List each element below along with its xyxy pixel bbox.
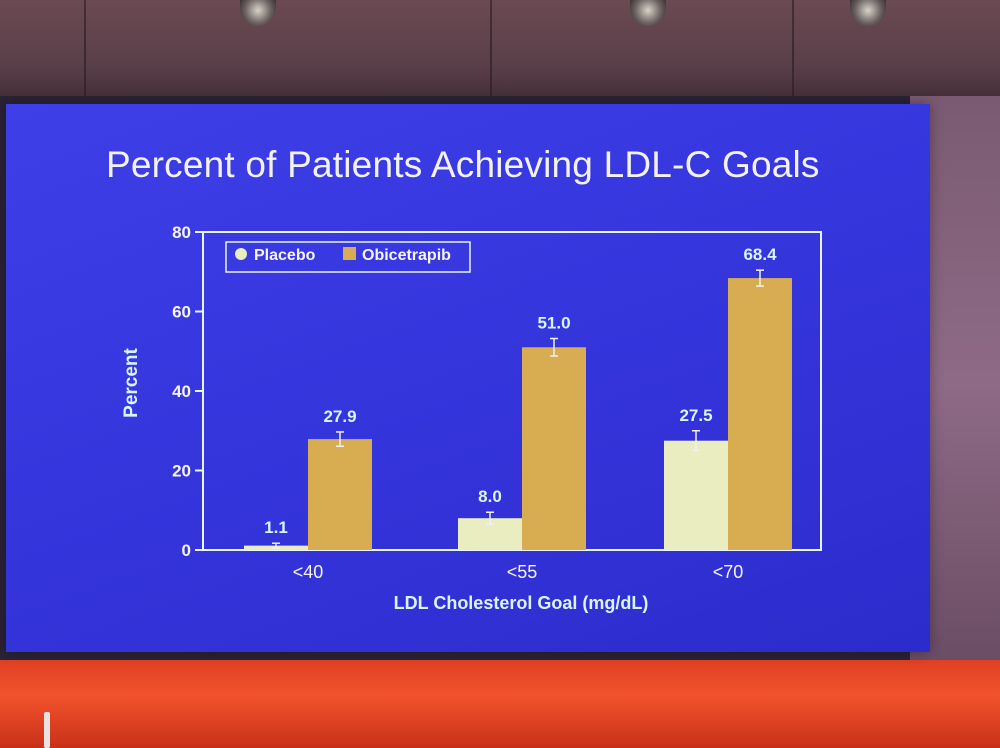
bar-obicetrapib — [728, 278, 792, 550]
data-label: 68.4 — [743, 245, 777, 264]
x-tick-label: <40 — [293, 562, 324, 582]
ceiling-cable — [490, 0, 492, 108]
legend-obicetrapib-label: Obicetrapib — [362, 247, 451, 264]
presentation-slide: Percent of Patients Achieving LDL-C Goal… — [6, 104, 930, 652]
microphone — [44, 712, 50, 748]
legend-placebo-marker — [235, 248, 247, 260]
bar-obicetrapib — [522, 347, 586, 550]
y-axis-label: Percent — [121, 347, 142, 417]
ceiling-light — [630, 0, 666, 26]
y-tick-label: 60 — [172, 303, 191, 322]
data-label: 27.9 — [323, 407, 356, 426]
ceiling-cable — [792, 0, 794, 108]
ceiling-light — [240, 0, 276, 26]
data-label: 8.0 — [478, 487, 502, 506]
data-label: 1.1 — [264, 518, 288, 537]
legend-box — [225, 241, 471, 273]
stage-floor — [0, 660, 1000, 748]
y-tick-label: 80 — [172, 223, 191, 242]
data-label: 27.5 — [679, 406, 712, 425]
room-ceiling — [0, 0, 1000, 108]
y-tick-label: 40 — [172, 382, 191, 401]
ceiling-light — [850, 0, 886, 26]
ceiling-cable — [84, 0, 86, 108]
legend: Placebo Obicetrapib — [225, 241, 471, 273]
bar-placebo — [664, 440, 728, 550]
x-tick-label: <70 — [713, 562, 744, 582]
legend-placebo-label: Placebo — [254, 247, 316, 264]
bar-chart: Placebo Obicetrapib Percent LDL Choleste… — [121, 223, 822, 613]
y-tick-label: 20 — [172, 462, 191, 481]
bar-obicetrapib — [308, 439, 372, 550]
x-axis-label: LDL Cholesterol Goal (mg/dL) — [394, 593, 649, 613]
slide-title: Percent of Patients Achieving LDL-C Goal… — [106, 144, 820, 185]
y-tick-label: 0 — [182, 541, 191, 560]
legend-obicetrapib-marker — [343, 247, 356, 260]
data-label: 51.0 — [537, 314, 570, 333]
x-tick-label: <55 — [507, 562, 538, 582]
